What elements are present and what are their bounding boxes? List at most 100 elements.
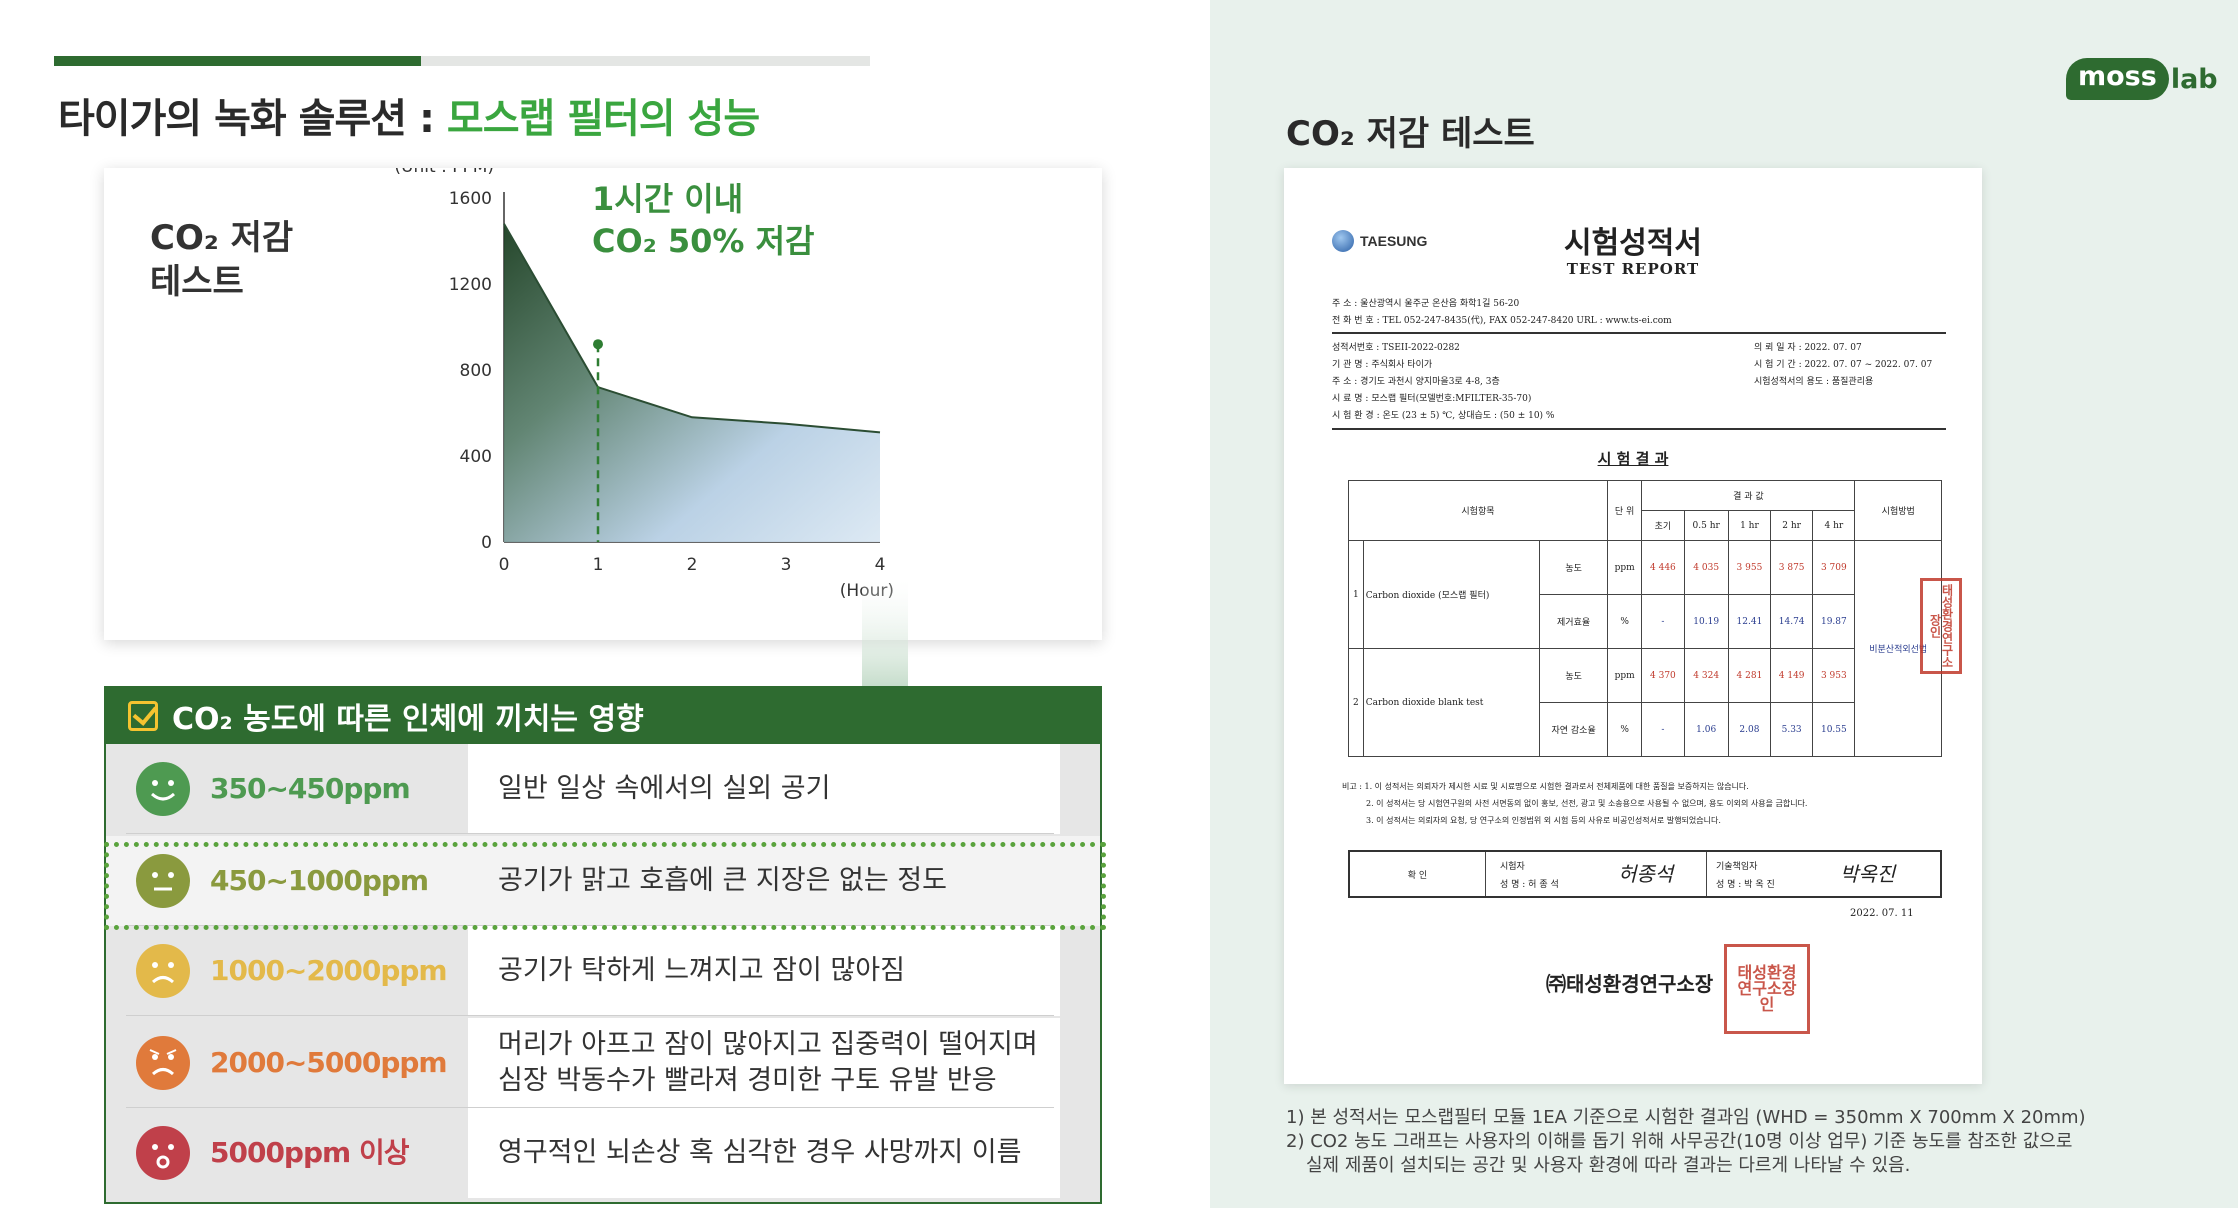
x-tick-label: 4: [875, 555, 886, 575]
confirm-label: 확 인: [1350, 852, 1486, 896]
x-tick-label: 0: [499, 555, 510, 575]
report-org-address: 주 소 : 경기도 과천시 양지마을3로 4-8, 3층: [1332, 377, 1500, 387]
signature-box: 확 인 시험자 성 명 : 허 종 석 허종석 기술책임자 성 명 : 박 옥 …: [1348, 850, 1942, 898]
row-number: 2: [1348, 648, 1364, 757]
row-item: Carbon dioxide (모스랩 필터): [1362, 540, 1541, 649]
row-subitem: 농도: [1539, 540, 1608, 595]
report-note-3: 3. 이 성적서는 의뢰자의 요청, 당 연구소의 인정범위 외 시험 등의 사…: [1366, 816, 1721, 825]
taesung-logo: TAESUNG: [1332, 230, 1427, 252]
impact-range: 5000ppm 이상: [210, 1136, 409, 1169]
tester-label: 시험자: [1500, 862, 1525, 872]
manager-name: 성 명 : 박 옥 진: [1716, 880, 1775, 890]
impact-table-header: CO₂ 농도에 따른 인체에 끼치는 영향: [106, 688, 1100, 744]
logo-moss: moss: [2066, 58, 2169, 100]
tester-name: 성 명 : 허 종 석: [1500, 880, 1559, 890]
series-area: [504, 223, 880, 543]
report-note-1: 비고 : 1. 이 성적서는 의뢰자가 제시한 시료 및 시료명으로 시험한 결…: [1342, 782, 1749, 791]
dizzy-face-icon: [136, 1126, 190, 1180]
chart-callout-line1: 1시간 이내: [592, 180, 743, 218]
footnote-1: 1) 본 성적서는 모스랩필터 모듈 1EA 기준으로 시험한 결과임 (WHD…: [1286, 1107, 2086, 1128]
y-tick-label: 1200: [449, 275, 492, 295]
company-seal-stamp: 태성환경연구소장인: [1724, 944, 1810, 1034]
th-item: 시험항목: [1348, 480, 1608, 541]
footnotes: 1) 본 성적서는 모스랩필터 모듈 1EA 기준으로 시험한 결과임 (WHD…: [1286, 1106, 2086, 1178]
co2-impact-table: CO₂ 농도에 따른 인체에 끼치는 영향 350~450ppm 일반 일상 속에…: [104, 686, 1102, 1204]
row-method: 비분산적외선법: [1854, 540, 1942, 757]
impact-row: 2000~5000ppm 머리가 아프고 잠이 많아지고 집중력이 떨어지며 심장…: [106, 1018, 1100, 1108]
cell-value: 10.55: [1812, 702, 1856, 757]
test-section-title: CO₂ 저감 테스트: [1286, 114, 1535, 154]
side-seal-stamp: 태성환경연구소장인: [1920, 578, 1962, 674]
report-info-right: 의 뢰 일 자 : 2022. 07. 07 시 험 기 간 : 2022. 0…: [1754, 340, 1932, 391]
x-tick-label: 2: [687, 555, 698, 575]
cell-value: 4 370: [1641, 648, 1685, 703]
report-test-period: 시 험 기 간 : 2022. 07. 07 ~ 2022. 07. 07: [1754, 360, 1933, 370]
page-title-highlight: 모스랩 필터의 성능: [446, 96, 760, 142]
taesung-name: TAESUNG: [1360, 233, 1428, 249]
row-subitem: 자연 감소율: [1539, 702, 1608, 757]
report-address-block: 주 소 : 울산광역시 울주군 온산읍 화학1길 56-20 전 화 번 호 :…: [1332, 296, 1672, 330]
row-subitem: 농도: [1539, 648, 1608, 703]
th-result: 결 과 값: [1641, 480, 1856, 511]
report-result-table: 시험항목 단 위 결 과 값 시험방법 초기 0.5 hr 1 hr 2 hr …: [1348, 480, 1942, 757]
sad-face-icon: [136, 944, 190, 998]
report-date: 2022. 07. 11: [1850, 908, 1914, 919]
impact-description: 머리가 아프고 잠이 많아지고 집중력이 떨어지며 심장 박동수가 빨라져 경미…: [468, 1018, 1060, 1108]
row-subitem: 제거효율: [1539, 594, 1608, 649]
row-divider: [126, 833, 1054, 834]
y-tick-label: 0: [481, 533, 492, 553]
series-line: [503, 223, 881, 434]
y-tick-label: 800: [460, 361, 492, 381]
row-item: Carbon dioxide blank test: [1362, 648, 1541, 757]
impact-description: 영구적인 뇌손상 혹 심각한 경우 사망까지 이름: [468, 1108, 1060, 1198]
row-divider: [126, 1015, 1054, 1016]
report-purpose: 시험성적서의 용도 : 품질관리용: [1754, 377, 1874, 387]
progress-fill: [54, 56, 422, 66]
manager-signature: 박옥진: [1840, 862, 1896, 886]
row-divider: [126, 1107, 1054, 1108]
cell-value: 12.41: [1727, 594, 1772, 649]
cell-value: -: [1641, 594, 1685, 649]
row-unit: %: [1606, 594, 1643, 649]
page-title-prefix: 타이가의 녹화 솔루션 :: [58, 96, 447, 142]
report-env: 시 험 환 경 : 온도 (23 ± 5) ℃, 상대습도 : (50 ± 10…: [1332, 411, 1555, 421]
th-unit: 단 위: [1606, 480, 1643, 541]
report-info-left: 성적서번호 : TSEII-2022-0282 기 관 명 : 주식회사 타이가…: [1332, 340, 1554, 425]
cell-value: 4 035: [1683, 540, 1729, 595]
impact-description: 공기가 탁하게 느껴지고 잠이 많아짐: [468, 926, 1060, 1016]
happy-face-icon: [136, 762, 190, 816]
impact-description: 공기가 맑고 호흡에 큰 지장은 없는 정도: [468, 836, 1060, 926]
impact-table-title: CO₂ 농도에 따른 인체에 끼치는 영향: [172, 702, 644, 737]
angry-face-icon: [136, 1036, 190, 1090]
co2-chart-card: CO₂ 저감 테스트 0 400 800 1200 1600 0 1 2 3 4 (Unit : P…: [104, 168, 1102, 640]
page-title: 타이가의 녹화 솔루션 : 모스랩 필터의 성능: [58, 86, 760, 144]
mosslab-logo: moss lab: [2066, 54, 2218, 104]
cell-value: -: [1641, 702, 1685, 757]
impact-row: 1000~2000ppm 공기가 탁하게 느껴지고 잠이 많아짐: [106, 926, 1100, 1016]
report-result-title: 시 험 결 과: [1597, 450, 1669, 468]
impact-row: 350~450ppm 일반 일상 속에서의 실외 공기: [106, 744, 1100, 834]
y-tick-label: 1600: [449, 189, 492, 209]
cell-value: 4 446: [1641, 540, 1685, 595]
report-subtitle: TEST REPORT: [1566, 260, 1700, 278]
progress-track: [54, 56, 870, 66]
cell-value: 1.06: [1683, 702, 1729, 757]
th-time: 1 hr: [1727, 510, 1772, 541]
checkbox-checked-icon: [128, 701, 158, 731]
taesung-globe-icon: [1332, 230, 1354, 252]
cell-value: 3 955: [1727, 540, 1772, 595]
chart-callout-line2: CO₂ 50% 저감: [592, 222, 814, 260]
cell-value: 3 953: [1812, 648, 1856, 703]
y-tick-label: 400: [460, 447, 492, 467]
cell-value: 2.08: [1727, 702, 1772, 757]
cell-value: 3 709: [1812, 540, 1856, 595]
report-org: 기 관 명 : 주식회사 타이가: [1332, 360, 1433, 370]
manager-label: 기술책임자: [1716, 862, 1758, 872]
y-unit-label: (Unit : PPM): [394, 168, 494, 177]
neutral-face-icon: [136, 854, 190, 908]
report-sample: 시 료 명 : 모스랩 필터(모델번호:MFILTER-35-70): [1332, 394, 1532, 404]
row-unit: ppm: [1606, 540, 1643, 595]
impact-description: 일반 일상 속에서의 실외 공기: [468, 744, 1060, 834]
chart-card-title-line2: 테스트: [150, 262, 244, 302]
th-time: 4 hr: [1812, 510, 1856, 541]
